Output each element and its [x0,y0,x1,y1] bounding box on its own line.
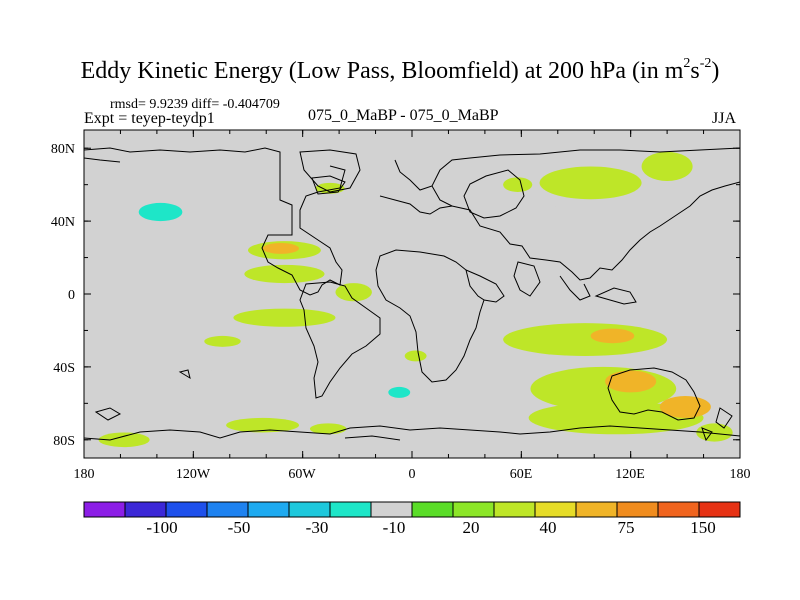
colorbar-swatch [575,501,618,518]
contour-region [98,432,150,448]
colorbar-swatch [247,501,290,518]
contour-region [472,314,516,336]
colorbar-label: -30 [305,518,329,537]
contour-region [605,370,657,393]
contour-fields [84,151,740,448]
colorbar-swatch [657,501,700,518]
contour-region [284,396,376,418]
y-tick-label: 0 [68,288,75,303]
experiment-label: Expt = teyep-teydp1 [84,110,215,127]
contour-region [226,417,300,433]
contour-region [546,202,606,229]
contour-region [182,202,234,225]
contour-region [244,264,325,284]
colorbar-swatch [698,501,741,518]
case-label: 075_0_MaBP - 075_0_MaBP [308,107,499,124]
contour-region [404,350,427,362]
colorbar-swatch [329,501,372,518]
contour-region [84,399,154,422]
axis-ticks [83,130,741,458]
colorbar-swatch [206,501,249,518]
x-tick-label: 120E [615,467,645,482]
x-tick-label: 60W [288,467,316,482]
contour-region [84,201,128,234]
y-tick-label: 80N [50,142,75,157]
x-tick-label: 0 [408,467,416,482]
contour-region [233,308,336,327]
colorbar-swatch [493,501,536,518]
colorbar-label: 150 [690,518,716,537]
y-tick-label: 80S [53,434,75,449]
colorbar-swatch [616,501,659,518]
colorbar-swatch [452,501,495,518]
colorbar-swatch [288,501,331,518]
colorbar-label: -50 [227,518,251,537]
contour-region [107,275,261,302]
y-tick-label: 40S [53,361,75,376]
colorbar-swatch [83,501,126,518]
colorbar-swatch [165,501,208,518]
x-tick-label: 60E [509,467,533,482]
colorbar-swatch [370,501,413,518]
contour-region [503,323,668,356]
contour-region [204,335,241,347]
world-map-icon [84,147,740,442]
contour-region [410,244,469,267]
colorbar-label: 20 [462,518,480,537]
colorbar-label: 75 [617,518,635,537]
x-tick-label: 180 [729,467,751,482]
colorbar [83,501,741,518]
contour-region [503,177,533,192]
contour-region [539,166,642,200]
contour-region [656,363,715,382]
contour-region [641,151,693,182]
contour-region [187,366,327,397]
contour-region [528,401,704,435]
colorbar-swatch [124,501,167,518]
colorbar-swatch [411,501,454,518]
contour-region [335,283,372,302]
stats-label: rmsd= 9.9239 diff= -0.404709 [110,97,280,112]
colorbar-label: -10 [382,518,406,537]
contour-region [656,182,708,205]
contour-region [138,202,183,222]
chart-title: Eddy Kinetic Energy (Low Pass, Bloomfiel… [80,56,720,84]
y-tick-label: 40N [50,215,75,230]
contour-region [388,386,411,398]
x-tick-label: 120W [175,467,211,482]
contour-region [590,328,635,344]
colorbar-label: -100 [146,518,178,537]
colorbar-swatch [534,501,577,518]
contour-region [84,350,194,384]
contour-region [390,222,427,238]
colorbar-label: 40 [539,518,557,537]
season-label: JJA [712,110,737,127]
contour-region [262,242,300,254]
x-tick-label: 180 [73,467,95,482]
contour-region [685,284,740,304]
